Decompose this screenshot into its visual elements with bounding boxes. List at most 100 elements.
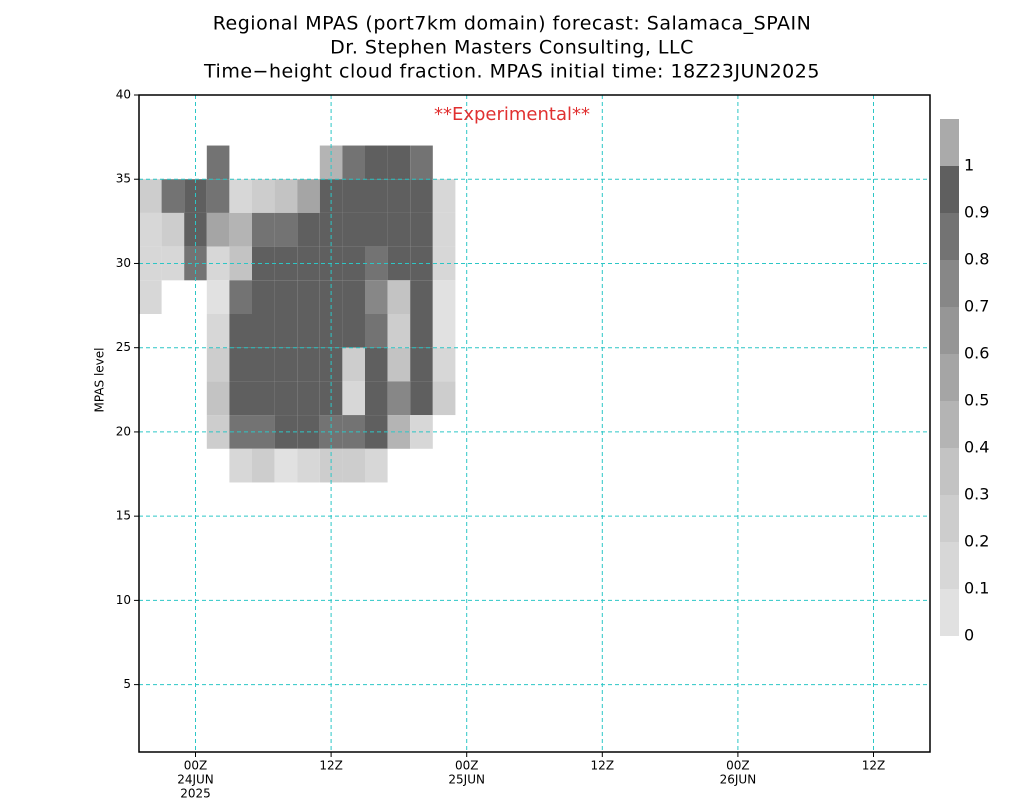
- colorbar-swatch: [940, 589, 959, 636]
- cloud-cell: [432, 179, 456, 213]
- colorbar-swatch: [940, 166, 959, 213]
- cloud-cell: [139, 449, 162, 483]
- x-tick-label: 26JUN: [720, 773, 757, 787]
- cloud-cell: [252, 347, 275, 382]
- y-tick-label: 40: [116, 88, 131, 102]
- cloud-cell: [432, 381, 456, 416]
- cloud-cell: [342, 448, 365, 483]
- y-tick-label: 25: [116, 340, 131, 354]
- cloud-cell: [206, 212, 230, 247]
- cloud-cell: [432, 246, 456, 281]
- cloud-cell: [365, 145, 388, 180]
- cloud-cell: [342, 415, 365, 449]
- cloud-cell: [161, 212, 185, 247]
- cloud-cell: [410, 347, 433, 382]
- cloud-cell: [387, 212, 411, 247]
- y-tick-label: 5: [123, 677, 131, 691]
- cloud-cell: [274, 347, 298, 382]
- colorbar-swatch: [940, 542, 959, 589]
- cloud-cell: [252, 381, 275, 416]
- cloud-cell: [433, 146, 456, 180]
- cloud-cell: [275, 146, 298, 180]
- cloud-cell: [274, 246, 298, 281]
- cloud-cell: [229, 347, 252, 382]
- cloud-cell: [229, 448, 252, 483]
- cloud-cell: [342, 381, 365, 416]
- cloud-cell: [365, 448, 388, 483]
- x-tick-label: 12Z: [591, 759, 615, 773]
- cloud-cell: [297, 381, 320, 416]
- cloud-cell: [206, 381, 230, 416]
- colorbar-swatch: [940, 495, 959, 542]
- cloud-cell: [139, 280, 162, 314]
- cloud-cell: [139, 314, 162, 348]
- cloud-cell: [162, 381, 185, 415]
- cloud-cell: [252, 212, 275, 247]
- cloud-cell: [433, 449, 456, 483]
- cloud-cell: [274, 314, 298, 348]
- colorbar-label: 0.4: [964, 438, 989, 457]
- cloud-cell: [252, 448, 275, 483]
- cloud-cell: [319, 280, 343, 314]
- cloud-cell: [297, 179, 320, 213]
- cloud-cell: [162, 415, 185, 449]
- cloud-cell: [252, 415, 275, 449]
- colorbar-label: 0.8: [964, 250, 989, 269]
- x-tick-label: 2025: [180, 787, 211, 800]
- cloud-cell: [297, 347, 320, 382]
- cloud-cell: [410, 145, 433, 180]
- x-tick-label: 00Z: [726, 759, 750, 773]
- cloud-cell: [365, 347, 388, 382]
- cloud-cell: [365, 280, 388, 314]
- y-tick-label: 20: [116, 424, 131, 438]
- cloud-cell: [274, 212, 298, 247]
- cloud-cell: [206, 314, 230, 348]
- cloud-cell: [410, 280, 433, 314]
- cloud-cell: [319, 145, 343, 180]
- y-tick-label: 10: [116, 593, 131, 607]
- cloud-cell: [410, 179, 433, 213]
- cloud-cell: [139, 348, 162, 382]
- cloud-cell: [342, 212, 365, 247]
- cloud-cell: [365, 179, 388, 213]
- colorbar-label: 0.2: [964, 532, 989, 551]
- cloud-cell: [161, 246, 185, 281]
- x-tick-label: 00Z: [184, 759, 208, 773]
- cloud-cell: [297, 448, 320, 483]
- cloud-cell: [252, 280, 275, 314]
- cloud-cell: [206, 145, 230, 180]
- cloud-cell: [229, 179, 252, 213]
- cloud-cell: [139, 246, 162, 281]
- cloud-cell: [342, 347, 365, 382]
- cloud-cell: [229, 146, 252, 180]
- colorbar-label: 0.9: [964, 203, 989, 222]
- cloud-cell: [319, 448, 343, 483]
- cloud-cell: [432, 280, 456, 314]
- cloud-cell: [139, 146, 162, 180]
- cloud-cell: [206, 179, 230, 213]
- cloud-cell: [229, 280, 252, 314]
- cloud-cell: [342, 145, 365, 180]
- y-axis-label: MPAS level: [93, 348, 107, 413]
- cloud-cell: [388, 449, 411, 483]
- cloud-cell: [297, 280, 320, 314]
- cloud-cell: [410, 314, 433, 348]
- x-tick-label: 12Z: [862, 759, 886, 773]
- cloud-cell: [162, 348, 185, 382]
- cloud-cell: [252, 314, 275, 348]
- cloud-cell: [365, 314, 388, 348]
- cloud-cell: [365, 381, 388, 416]
- chart-subtitle: Dr. Stephen Masters Consulting, LLC: [330, 37, 694, 59]
- cloud-cell: [387, 347, 411, 382]
- colorbar-swatch: [940, 213, 959, 260]
- cloud-cell: [252, 146, 275, 180]
- cloud-cell: [387, 381, 411, 416]
- colorbar-label: 1: [964, 156, 974, 175]
- cloud-cell: [432, 212, 456, 247]
- cloud-cell: [274, 448, 298, 483]
- colorbar-swatch: [940, 119, 959, 166]
- y-tick-label: 30: [116, 256, 131, 270]
- x-tick-label: 24JUN: [177, 773, 214, 787]
- cloud-cell: [161, 179, 185, 213]
